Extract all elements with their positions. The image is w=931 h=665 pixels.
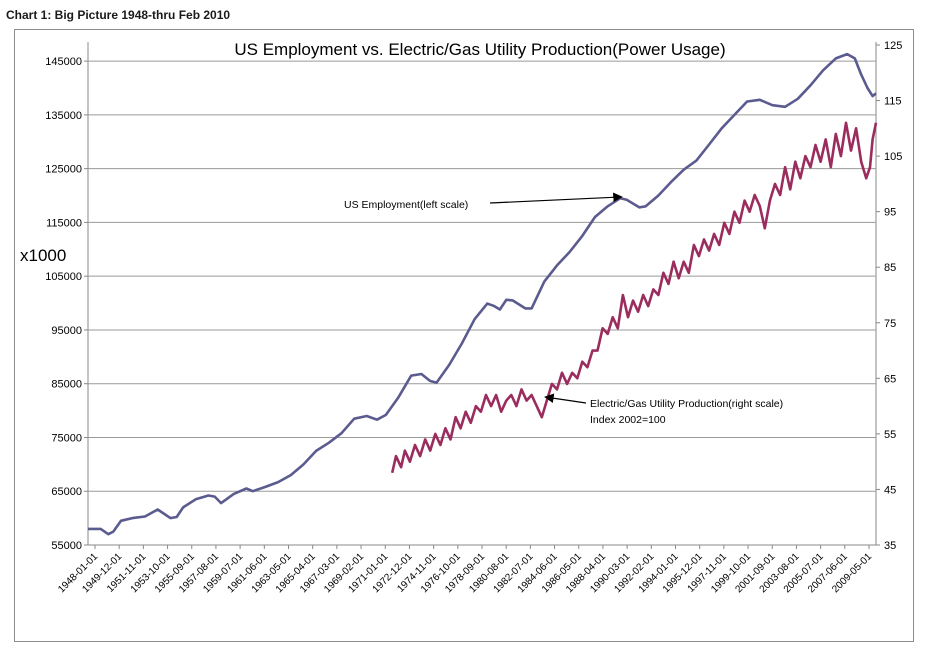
utility-production-series-line	[390, 121, 878, 474]
left-tick-label: 95000	[51, 325, 82, 337]
left-tick-label: 65000	[51, 486, 82, 498]
left-tick-label: 105000	[45, 271, 82, 283]
right-tick-label: 55	[884, 429, 896, 441]
right-tick-label: 115	[884, 96, 902, 108]
right-tick-label: 65	[884, 373, 896, 385]
left-tick-label: 75000	[51, 432, 82, 444]
employment-annotation-label: US Employment(left scale)	[344, 199, 468, 211]
left-tick-label: 135000	[45, 110, 82, 122]
left-tick-label: 145000	[45, 56, 82, 68]
left-tick-label: 115000	[46, 217, 82, 229]
employment-series-line	[88, 52, 877, 536]
left-tick-label: 55000	[51, 540, 82, 552]
utility-annotation-index-label: Index 2002=100	[590, 414, 666, 426]
left-tick-label: 85000	[51, 379, 82, 391]
series-lines	[88, 52, 878, 536]
right-tick-label: 75	[884, 318, 896, 330]
x-axis-ticks: 1948-01-011949-12-011951-11-011953-10-01…	[56, 545, 874, 595]
gridlines	[87, 42, 877, 546]
right-tick-label: 35	[884, 540, 896, 552]
right-axis-ticks: 35 45 55 65 75 85 95 105 115 125	[876, 40, 902, 552]
left-axis-ticks: 55000 65000 75000 85000 95000 105000 115000 125…	[45, 56, 88, 552]
right-tick-label: 105	[884, 151, 902, 163]
annotations	[489, 192, 623, 404]
chart-frame	[14, 29, 914, 642]
utility-annotation-arrow	[544, 393, 587, 404]
chart-heading: Chart 1: Big Picture 1948-thru Feb 2010	[6, 8, 231, 22]
right-tick-label: 85	[884, 262, 896, 274]
left-axis-label: x1000	[20, 246, 66, 265]
right-tick-label: 95	[884, 207, 896, 219]
left-tick-label: 125000	[45, 164, 82, 176]
right-tick-label: 125	[884, 40, 902, 52]
chart-title: US Employment vs. Electric/Gas Utility P…	[234, 40, 725, 59]
right-tick-label: 45	[884, 484, 896, 496]
utility-annotation-label: Electric/Gas Utility Production(right sc…	[590, 398, 783, 410]
employment-annotation-arrow	[489, 192, 623, 204]
